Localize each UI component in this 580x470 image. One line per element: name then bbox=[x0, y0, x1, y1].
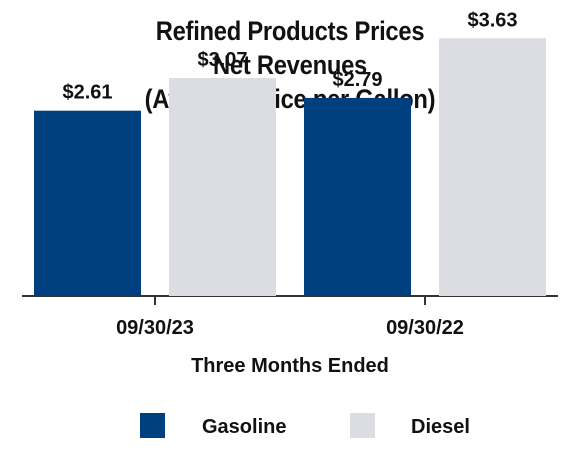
legend-label-gasoline: Gasoline bbox=[202, 416, 286, 438]
bar-gasoline-1 bbox=[34, 110, 141, 296]
legend-swatch-diesel bbox=[350, 413, 375, 438]
chart-title-line-1: Refined Products Prices bbox=[155, 16, 425, 46]
x-tick-label-1: 09/30/23 bbox=[116, 317, 194, 339]
x-ticks-layer: 09/30/23 09/30/22 bbox=[116, 296, 464, 339]
data-label-gasoline-1: $2.61 bbox=[62, 82, 112, 104]
legend-label-diesel: Diesel bbox=[411, 416, 470, 438]
data-label-gasoline-2: $2.79 bbox=[332, 69, 382, 91]
legend-swatch-gasoline bbox=[140, 413, 165, 438]
data-label-diesel-2: $3.63 bbox=[467, 9, 517, 31]
data-label-diesel-1: $3.07 bbox=[197, 49, 247, 71]
bar-diesel-1 bbox=[169, 78, 276, 296]
legend: Gasoline Diesel bbox=[140, 413, 470, 438]
bar-gasoline-2 bbox=[304, 97, 411, 296]
x-axis-title: Three Months Ended bbox=[191, 355, 389, 377]
x-tick-label-2: 09/30/22 bbox=[386, 317, 464, 339]
bars-layer: $2.61 $3.07 $2.79 $3.63 bbox=[34, 9, 546, 297]
bar-diesel-2 bbox=[439, 38, 546, 297]
chart-title-line-2: Net Revenues bbox=[213, 50, 367, 80]
